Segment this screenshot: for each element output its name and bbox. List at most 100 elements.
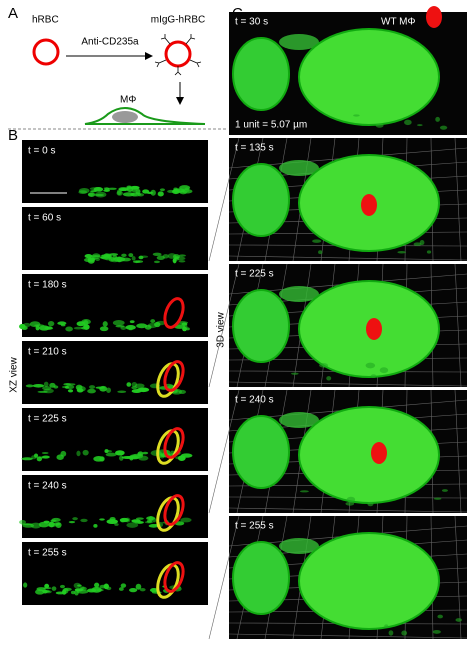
rbc bbox=[371, 442, 387, 464]
time-label: t = 225 s bbox=[28, 414, 67, 425]
signal bbox=[178, 260, 186, 263]
signal bbox=[135, 583, 142, 590]
signal bbox=[67, 389, 74, 393]
antibody-label: Anti-CD235a bbox=[81, 37, 139, 48]
signal bbox=[126, 522, 139, 528]
rbc bbox=[164, 40, 192, 68]
axis-label: XZ view bbox=[9, 356, 20, 392]
signal bbox=[103, 583, 109, 590]
debris bbox=[279, 34, 319, 50]
signal bbox=[76, 321, 86, 327]
signal bbox=[125, 325, 136, 330]
signal bbox=[94, 582, 100, 588]
nucleus bbox=[112, 111, 138, 123]
debris bbox=[419, 240, 425, 246]
signal bbox=[63, 587, 72, 592]
debris bbox=[404, 119, 412, 126]
axis-label: 3D view bbox=[216, 311, 227, 347]
signal bbox=[51, 586, 57, 591]
signal bbox=[76, 450, 81, 457]
signal bbox=[50, 519, 57, 523]
signal bbox=[129, 588, 138, 593]
signal bbox=[142, 451, 149, 455]
debris bbox=[379, 367, 389, 374]
time-label: t = 180 s bbox=[28, 280, 67, 291]
signal bbox=[107, 187, 117, 190]
signal bbox=[96, 588, 104, 592]
signal bbox=[89, 190, 98, 193]
signal bbox=[136, 323, 148, 329]
signal bbox=[93, 524, 98, 528]
signal bbox=[117, 390, 127, 394]
signal bbox=[106, 519, 118, 525]
time-label: t = 240 s bbox=[235, 395, 274, 406]
signal bbox=[38, 456, 45, 459]
view-frame: t = 240 s bbox=[208, 389, 468, 514]
signal bbox=[131, 386, 138, 390]
signal bbox=[89, 385, 96, 389]
signal bbox=[151, 517, 157, 523]
rbc-label: hRBC bbox=[32, 15, 59, 26]
signal bbox=[140, 255, 149, 258]
signal bbox=[172, 254, 180, 260]
grid bbox=[454, 137, 462, 262]
signal bbox=[150, 319, 156, 324]
signal bbox=[42, 587, 52, 590]
signal bbox=[149, 587, 158, 593]
signal bbox=[131, 519, 141, 523]
signal bbox=[21, 457, 33, 461]
signal bbox=[159, 188, 165, 192]
cell-label: WT MΦ bbox=[381, 17, 415, 28]
debris bbox=[279, 286, 319, 302]
cell bbox=[232, 541, 290, 615]
signal bbox=[68, 520, 76, 524]
signal bbox=[48, 521, 55, 528]
scale-label: 1 unit = 5.07 µm bbox=[235, 120, 307, 131]
signal bbox=[72, 517, 78, 521]
signal bbox=[65, 385, 75, 390]
signal bbox=[63, 382, 71, 386]
signal bbox=[73, 326, 84, 330]
grid bbox=[228, 255, 468, 261]
signal bbox=[120, 257, 131, 262]
debris bbox=[370, 374, 377, 379]
xz-frame: t = 0 s bbox=[22, 140, 208, 203]
rbc bbox=[163, 360, 185, 392]
signal bbox=[135, 188, 141, 195]
macrophage bbox=[298, 406, 440, 504]
signal bbox=[139, 588, 146, 592]
rbc bbox=[163, 427, 185, 459]
signal bbox=[178, 254, 186, 257]
debris bbox=[417, 124, 423, 127]
xz-frame: t = 240 s bbox=[19, 475, 208, 538]
signal bbox=[118, 186, 129, 191]
signal bbox=[99, 385, 108, 392]
signal bbox=[80, 586, 87, 591]
macrophage bbox=[84, 107, 206, 125]
macrophage-label: MΦ bbox=[120, 95, 136, 106]
time-label: t = 210 s bbox=[28, 347, 67, 358]
signal bbox=[103, 189, 110, 192]
signal bbox=[33, 453, 39, 458]
time-label: t = 240 s bbox=[28, 481, 67, 492]
signal bbox=[180, 517, 192, 523]
cell bbox=[232, 415, 290, 489]
signal bbox=[138, 455, 149, 461]
grid bbox=[208, 263, 240, 388]
signal bbox=[60, 323, 66, 327]
signal bbox=[114, 523, 119, 526]
signal bbox=[47, 321, 55, 327]
debris bbox=[435, 116, 440, 122]
debris bbox=[299, 490, 309, 493]
debris bbox=[426, 250, 432, 254]
signal bbox=[91, 253, 101, 260]
signal bbox=[142, 189, 150, 194]
signal bbox=[99, 518, 105, 521]
debris bbox=[279, 538, 319, 554]
signal bbox=[87, 388, 96, 394]
signal bbox=[103, 187, 110, 190]
signal bbox=[78, 188, 90, 194]
cell bbox=[232, 163, 290, 237]
signal bbox=[19, 520, 26, 525]
cell bbox=[232, 37, 290, 111]
